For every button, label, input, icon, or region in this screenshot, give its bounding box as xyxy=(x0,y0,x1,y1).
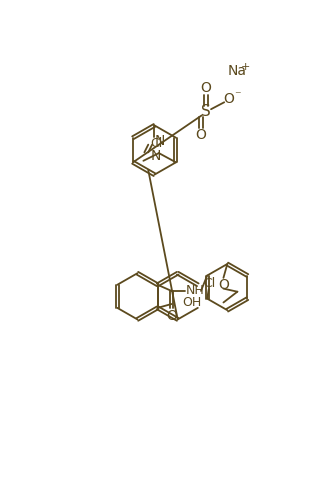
Text: N: N xyxy=(151,149,161,163)
Text: O: O xyxy=(200,81,211,96)
Text: Cl: Cl xyxy=(204,277,216,290)
Text: OH: OH xyxy=(182,296,202,309)
Text: O: O xyxy=(196,128,206,141)
Text: +: + xyxy=(241,62,251,72)
Text: Cl: Cl xyxy=(150,138,162,150)
Text: O: O xyxy=(224,92,234,106)
Text: Na: Na xyxy=(228,64,247,78)
Text: ⁻: ⁻ xyxy=(234,90,241,103)
Text: NH: NH xyxy=(185,284,204,297)
Text: O: O xyxy=(218,278,229,292)
Text: O: O xyxy=(166,309,177,322)
Text: S: S xyxy=(201,104,211,119)
Text: N: N xyxy=(155,134,165,148)
